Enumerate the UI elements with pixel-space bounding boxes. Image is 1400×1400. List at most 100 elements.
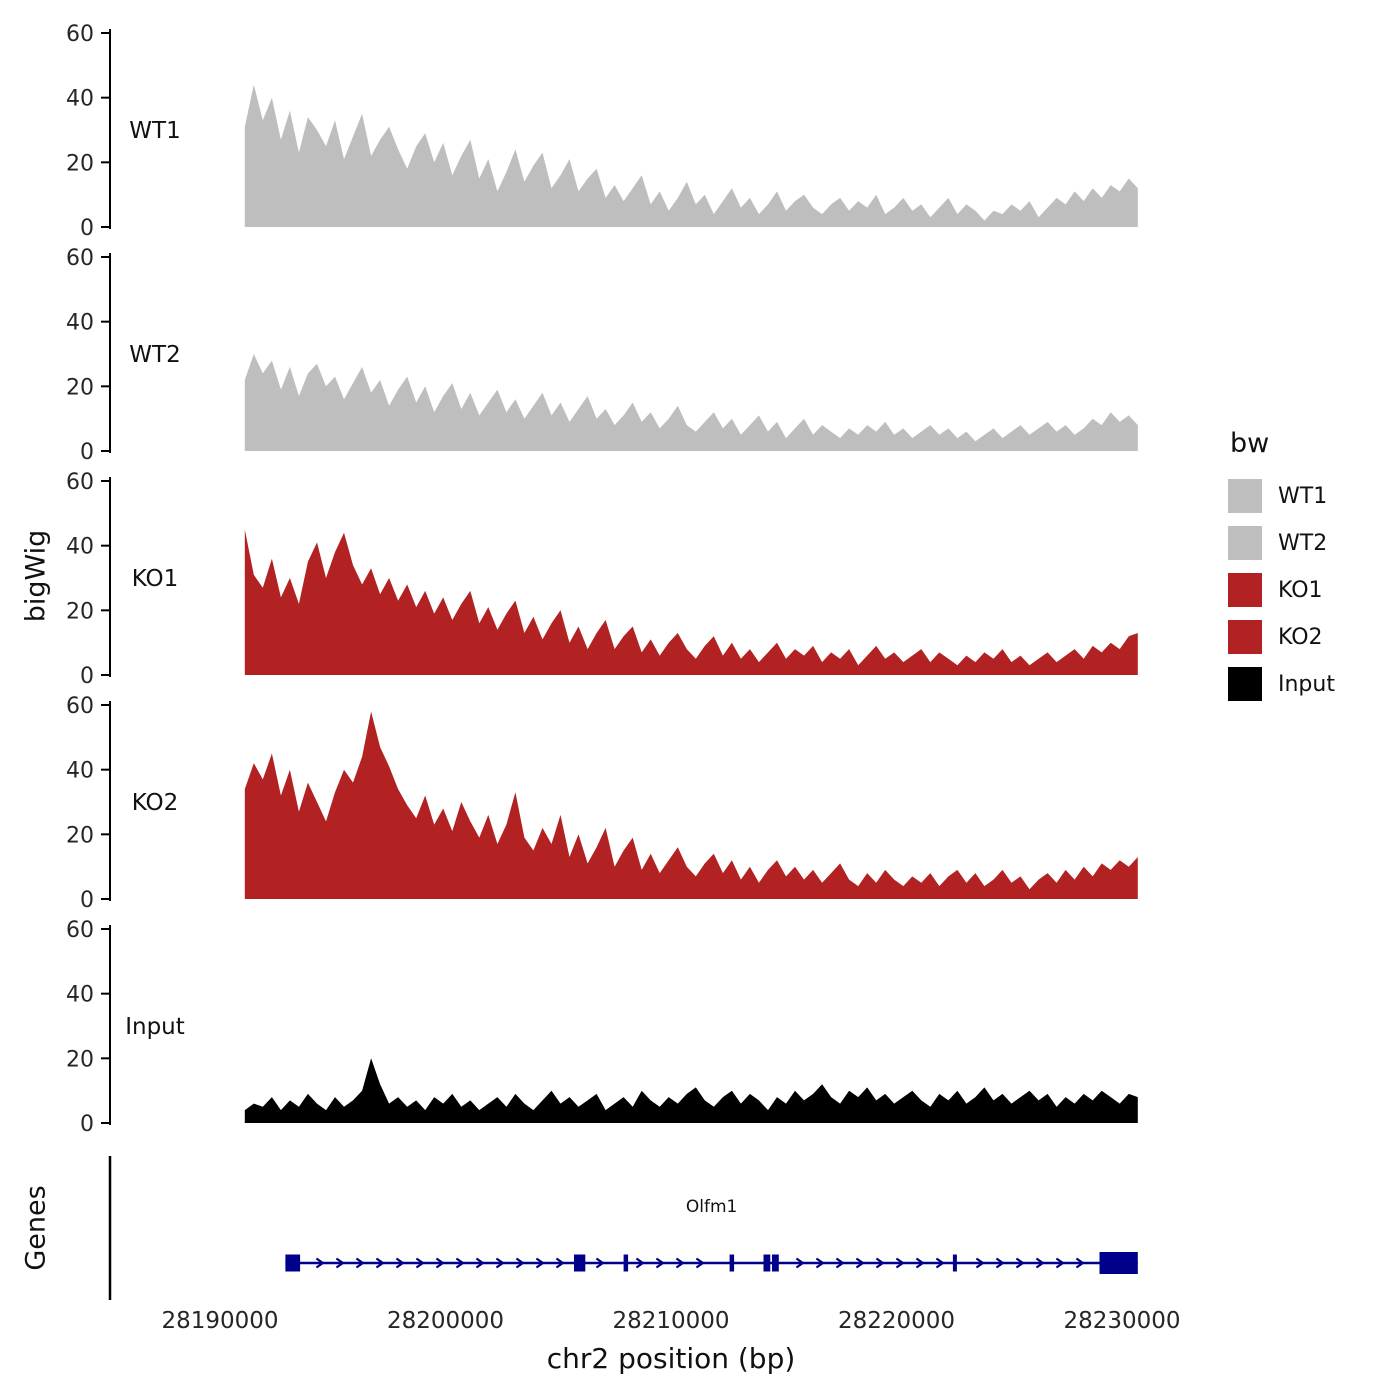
y-axis-title: bigWig — [20, 529, 52, 623]
gene-exon — [1099, 1252, 1138, 1274]
y-axis-tick-label: 60 — [66, 22, 94, 47]
strand-arrow-icon — [375, 1257, 385, 1269]
strand-arrow-icon — [1015, 1257, 1025, 1269]
strand-arrow-icon — [655, 1257, 665, 1269]
legend-label: WT2 — [1278, 530, 1328, 556]
track-label-Input: Input — [125, 1014, 185, 1040]
track-panel-KO2: 0 20 40 60 KO2 — [66, 694, 1138, 913]
tracks-container: 0 20 40 60 WT1 0 20 40 60 WT2 0 20 40 60 KO1 0 20 40 60 KO2… — [50, 22, 1200, 1323]
signal-area-Input — [244, 1058, 1138, 1123]
legend-label: WT1 — [1278, 483, 1328, 509]
y-axis-tick-label: 0 — [80, 440, 94, 465]
y-axis-tick-label: 0 — [80, 888, 94, 913]
gene-exon — [952, 1254, 957, 1272]
y-axis-tick-label: 40 — [66, 983, 94, 1008]
strand-arrow-icon — [675, 1257, 685, 1269]
strand-arrow-icon — [415, 1257, 425, 1269]
x-axis-title: chr2 position (bp) — [546, 1342, 796, 1375]
track-panel-WT2: 0 20 40 60 WT2 — [66, 246, 1138, 465]
y-axis-tick-label: 40 — [66, 535, 94, 560]
strand-arrow-icon — [935, 1257, 945, 1269]
gene-exon — [772, 1254, 779, 1272]
y-axis-tick-label: 0 — [80, 216, 94, 241]
strand-arrow-icon — [355, 1257, 365, 1269]
legend-item-wt2: WT2 — [1228, 526, 1335, 560]
strand-arrow-icon — [555, 1257, 565, 1269]
legend-item-input: Input — [1228, 667, 1335, 701]
legend-items: WT1 WT2 KO1 KO2 Input — [1228, 479, 1335, 701]
strand-arrow-icon — [975, 1257, 985, 1269]
strand-arrow-icon — [475, 1257, 485, 1269]
legend-label: KO2 — [1278, 624, 1323, 650]
genes-panel: Olfm1 — [108, 1156, 1138, 1300]
gene-name-label: Olfm1 — [686, 1197, 737, 1217]
y-axis-tick-label: 60 — [66, 470, 94, 495]
legend-swatch — [1228, 479, 1262, 513]
legend: bw WT1 WT2 KO1 KO2 Input — [1228, 428, 1335, 714]
strand-arrow-icon — [855, 1257, 865, 1269]
strand-arrow-icon — [435, 1257, 445, 1269]
y-axis-tick-label: 20 — [66, 599, 94, 624]
legend-title: bw — [1230, 428, 1270, 459]
strand-arrow-icon — [695, 1257, 705, 1269]
legend-item-ko1: KO1 — [1228, 573, 1335, 607]
signal-area-WT1 — [244, 84, 1138, 227]
strand-arrow-icon — [795, 1257, 805, 1269]
legend-item-wt1: WT1 — [1228, 479, 1335, 513]
gene-exon — [623, 1254, 629, 1272]
strand-arrow-icon — [1075, 1257, 1085, 1269]
y-axis-tick-label: 20 — [66, 1047, 94, 1072]
legend-swatch — [1228, 526, 1262, 560]
signal-area-KO2 — [244, 711, 1138, 899]
strand-arrow-icon — [395, 1257, 405, 1269]
y-axis-tick-label: 0 — [80, 664, 94, 689]
strand-arrow-icon — [895, 1257, 905, 1269]
strand-arrow-icon — [595, 1257, 605, 1269]
strand-arrow-icon — [835, 1257, 845, 1269]
strand-arrow-icon — [495, 1257, 505, 1269]
gene-exon — [285, 1254, 301, 1272]
strand-arrow-icon — [635, 1257, 645, 1269]
strand-arrow-icon — [535, 1257, 545, 1269]
track-panel-WT1: 0 20 40 60 WT1 — [66, 22, 1138, 241]
strand-arrow-icon — [875, 1257, 885, 1269]
track-panel-KO1: 0 20 40 60 KO1 — [66, 470, 1138, 689]
legend-item-ko2: KO2 — [1228, 620, 1335, 654]
x-axis-tick-label: 28220000 — [837, 1308, 956, 1334]
strand-arrow-icon — [335, 1257, 345, 1269]
y-axis-tick-label: 20 — [66, 823, 94, 848]
strand-arrow-icon — [995, 1257, 1005, 1269]
x-axis-tick-label: 28190000 — [161, 1308, 279, 1334]
signal-area-WT2 — [244, 354, 1138, 451]
signal-area-KO1 — [244, 529, 1138, 675]
y-axis-tick-label: 40 — [66, 311, 94, 336]
legend-swatch — [1228, 620, 1262, 654]
strand-arrow-icon — [815, 1257, 825, 1269]
strand-arrow-icon — [1035, 1257, 1045, 1269]
track-label-KO1: KO1 — [132, 566, 179, 592]
strand-arrow-icon — [515, 1257, 525, 1269]
gene-exon — [729, 1254, 735, 1272]
track-panel-Input: 0 20 40 60 Input — [66, 918, 1138, 1137]
x-axis-tick-label: 28200000 — [386, 1308, 505, 1334]
strand-arrow-icon — [455, 1257, 465, 1269]
legend-swatch — [1228, 667, 1262, 701]
y-axis-tick-label: 60 — [66, 918, 94, 943]
y-axis-tick-label: 0 — [80, 1112, 94, 1137]
x-axis-tick-label: 28230000 — [1063, 1308, 1181, 1334]
track-label-WT2: WT2 — [129, 342, 180, 368]
y-axis-tick-label: 20 — [66, 151, 94, 176]
legend-label: KO1 — [1278, 577, 1323, 603]
legend-swatch — [1228, 573, 1262, 607]
y-axis-tick-label: 40 — [66, 759, 94, 784]
y-axis-tick-label: 20 — [66, 375, 94, 400]
strand-arrow-icon — [315, 1257, 325, 1269]
y-axis-tick-label: 40 — [66, 87, 94, 112]
strand-arrow-icon — [1055, 1257, 1065, 1269]
track-label-KO2: KO2 — [132, 790, 179, 816]
genes-panel-title: Genes — [20, 1185, 52, 1271]
gene-exon — [574, 1254, 586, 1272]
x-axis-tick-label: 28210000 — [612, 1308, 730, 1334]
y-axis-tick-label: 60 — [66, 694, 94, 719]
